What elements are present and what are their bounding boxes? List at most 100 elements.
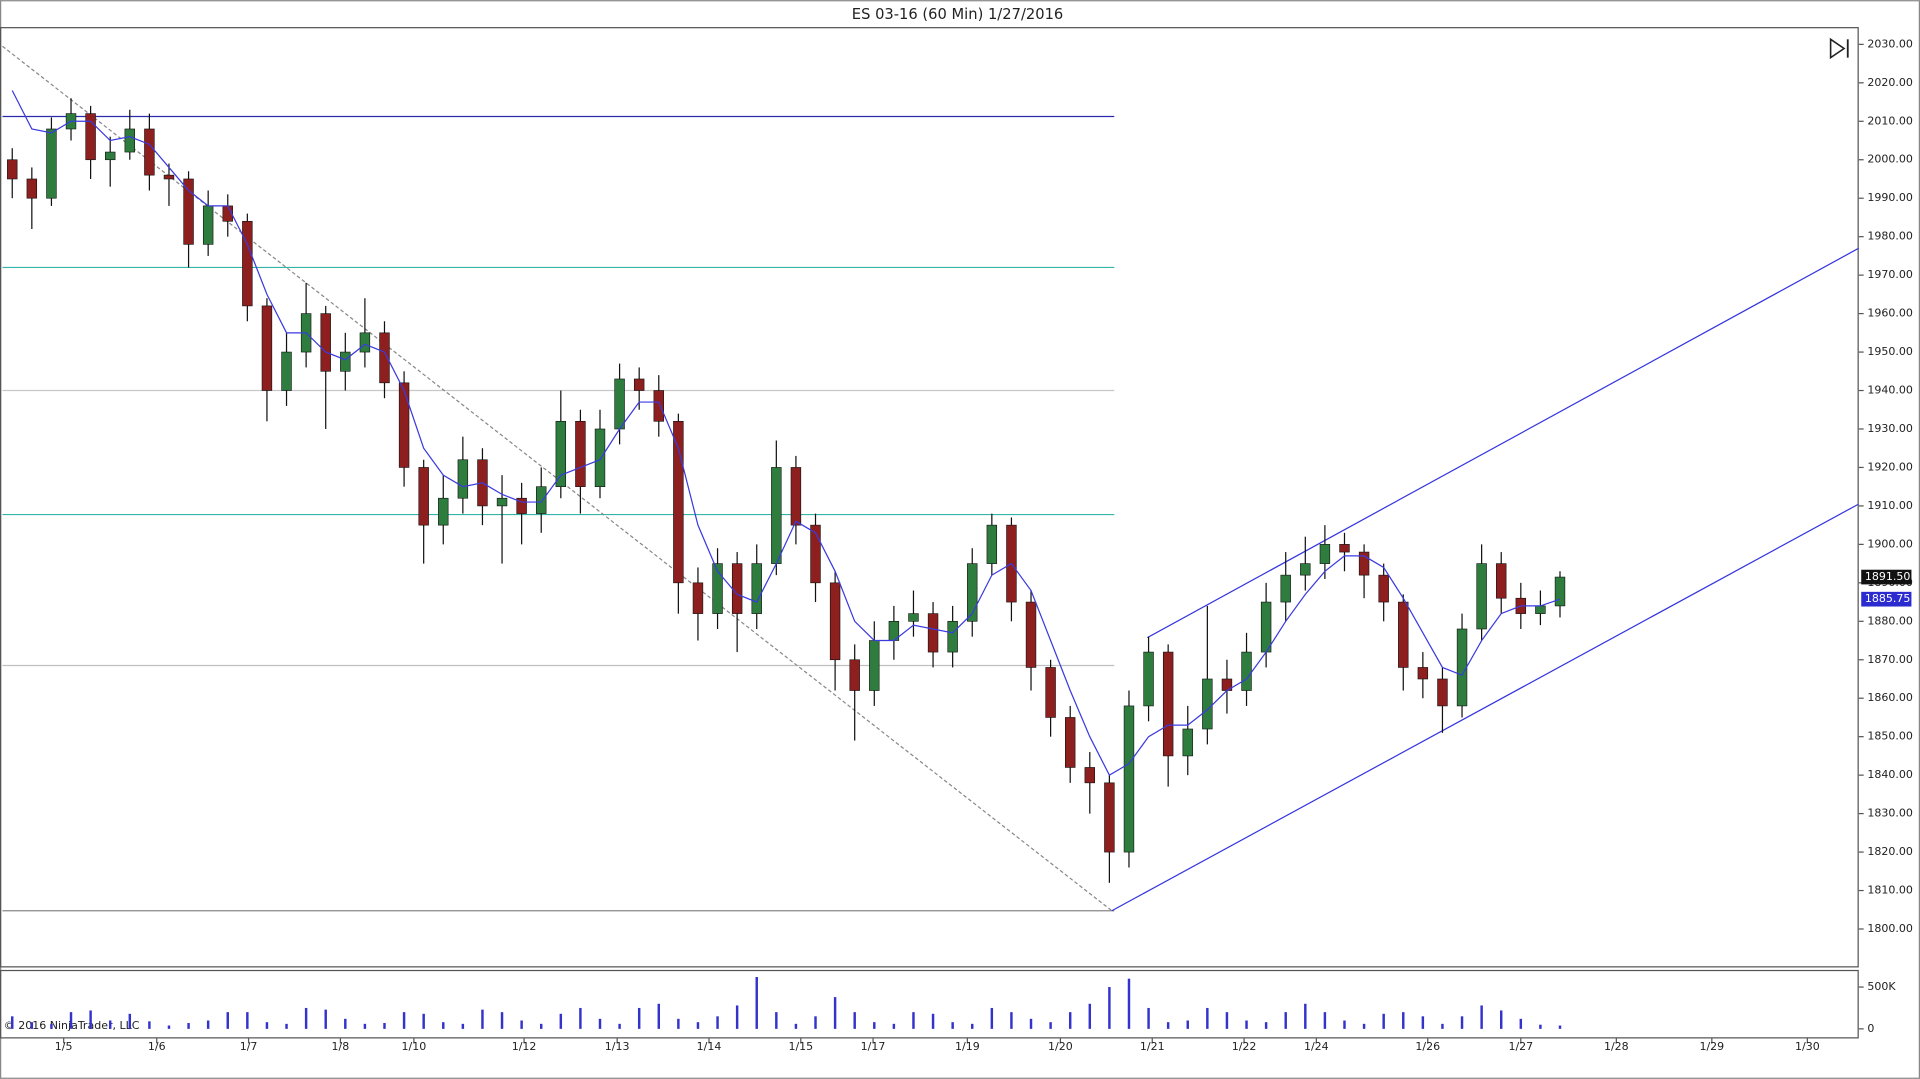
candle-body — [26, 178, 38, 199]
volume-bar — [1010, 1012, 1013, 1029]
candle-body — [653, 390, 664, 422]
y-tick-label: 1990.00 — [1867, 191, 1913, 204]
volume-bar — [1343, 1020, 1346, 1029]
last-price-marker-label: 1891.50 — [1865, 570, 1911, 583]
candle-body — [829, 582, 841, 661]
play-button[interactable] — [1829, 37, 1849, 60]
candle-body — [124, 128, 135, 153]
candle-body — [575, 420, 586, 487]
volume-bar — [30, 1022, 34, 1029]
volume-bar — [265, 1022, 269, 1029]
volume-bar — [873, 1022, 876, 1029]
candle-body — [1123, 705, 1135, 853]
candle-body — [1202, 678, 1213, 730]
y-tick-label: 1820.00 — [1867, 845, 1913, 858]
candle-body — [790, 467, 802, 526]
moving-average — [11, 90, 1561, 777]
x-tick-label: 1/28 — [1604, 1040, 1629, 1053]
play-icon — [1829, 37, 1846, 60]
y-tick-label: 1920.00 — [1867, 460, 1913, 473]
candle-body — [1143, 651, 1154, 707]
drawn-line — [1147, 247, 1859, 639]
volume-bar — [89, 1010, 92, 1029]
volume-bar — [833, 997, 837, 1029]
candle-body — [536, 486, 547, 514]
volume-bar — [1558, 1025, 1562, 1029]
x-tick-label: 1/24 — [1304, 1040, 1329, 1053]
y-tick-label: 1840.00 — [1867, 768, 1913, 781]
volume-bar — [1460, 1016, 1464, 1029]
volume-bar — [1284, 1012, 1287, 1029]
candle-body — [633, 378, 645, 391]
x-tick-label: 1/13 — [605, 1040, 630, 1053]
candle-body — [731, 563, 743, 614]
x-tick-label: 1/29 — [1699, 1040, 1724, 1053]
candle-body — [614, 378, 625, 430]
volume-bar — [1245, 1020, 1248, 1029]
volume-bar — [559, 1013, 563, 1029]
candle-body — [869, 640, 880, 691]
volume-bar — [1480, 1005, 1483, 1029]
candle-body — [163, 174, 175, 180]
volume-bar — [128, 1013, 132, 1029]
x-tick-label: 1/14 — [697, 1040, 722, 1053]
volume-bar — [931, 1013, 935, 1029]
x-tick-label: 1/27 — [1508, 1040, 1533, 1053]
volume-bar — [951, 1022, 954, 1029]
x-tick-label: 1/21 — [1140, 1040, 1165, 1053]
last-price-marker — [1861, 569, 1912, 585]
volume-bar — [735, 1005, 739, 1029]
drawn-line — [1111, 503, 1859, 912]
x-tick-label: 1/20 — [1048, 1040, 1073, 1053]
plot-area — [2, 45, 1859, 912]
candle-body — [1554, 576, 1566, 607]
candle-body — [712, 563, 723, 614]
volume-bar — [892, 1023, 896, 1029]
x-tick-label: 1/6 — [148, 1040, 166, 1053]
volume-bar — [1382, 1013, 1385, 1029]
x-tick-label: 1/26 — [1415, 1040, 1440, 1053]
chart-title: ES 03-16 (60 Min) 1/27/2016 — [852, 6, 1063, 23]
y-tick-label: 1900.00 — [1867, 537, 1913, 550]
volume-bar — [344, 1018, 347, 1029]
y-tick-label: 1810.00 — [1867, 884, 1913, 897]
candle-body — [359, 332, 371, 353]
volume-bar — [69, 1012, 73, 1029]
candle-body — [1417, 667, 1429, 680]
volume-bar — [422, 1013, 425, 1029]
y-tick-label: 1930.00 — [1867, 422, 1913, 435]
x-tick-label: 1/10 — [402, 1040, 427, 1053]
volume-bar — [1362, 1023, 1366, 1029]
volume-bar — [383, 1023, 386, 1029]
volume-bar — [1166, 1022, 1170, 1029]
volume-bar — [912, 1012, 915, 1029]
volume-bar — [187, 1023, 190, 1029]
y-tick-label: 1970.00 — [1867, 268, 1913, 281]
ma-price-marker-label: 1885.75 — [1865, 592, 1911, 605]
volume-bar — [971, 1023, 974, 1029]
volume-panel — [0, 969, 1859, 1039]
y-tick-label: 1870.00 — [1867, 653, 1913, 666]
volume-bar — [1264, 1022, 1268, 1029]
volume-tick-label: 0 — [1867, 1022, 1874, 1035]
candle-body — [1319, 544, 1331, 564]
x-tick-label: 1/12 — [512, 1040, 537, 1053]
volume-bar — [1147, 1007, 1150, 1029]
price-panel — [0, 27, 1859, 968]
volume-bar — [167, 1025, 171, 1029]
volume-bar — [1186, 1020, 1189, 1029]
candle-body — [751, 563, 762, 614]
candle-body — [261, 305, 273, 391]
candle-body — [144, 128, 155, 176]
candle-body — [986, 524, 998, 564]
volume-bar — [1539, 1024, 1542, 1029]
candle-body — [379, 332, 390, 384]
y-tick-label: 2000.00 — [1867, 153, 1913, 166]
volume-bar — [1029, 1018, 1033, 1029]
volume-bar — [990, 1007, 994, 1029]
candle-body — [242, 220, 253, 307]
candle-body — [1437, 678, 1448, 707]
candle-body — [496, 497, 508, 507]
